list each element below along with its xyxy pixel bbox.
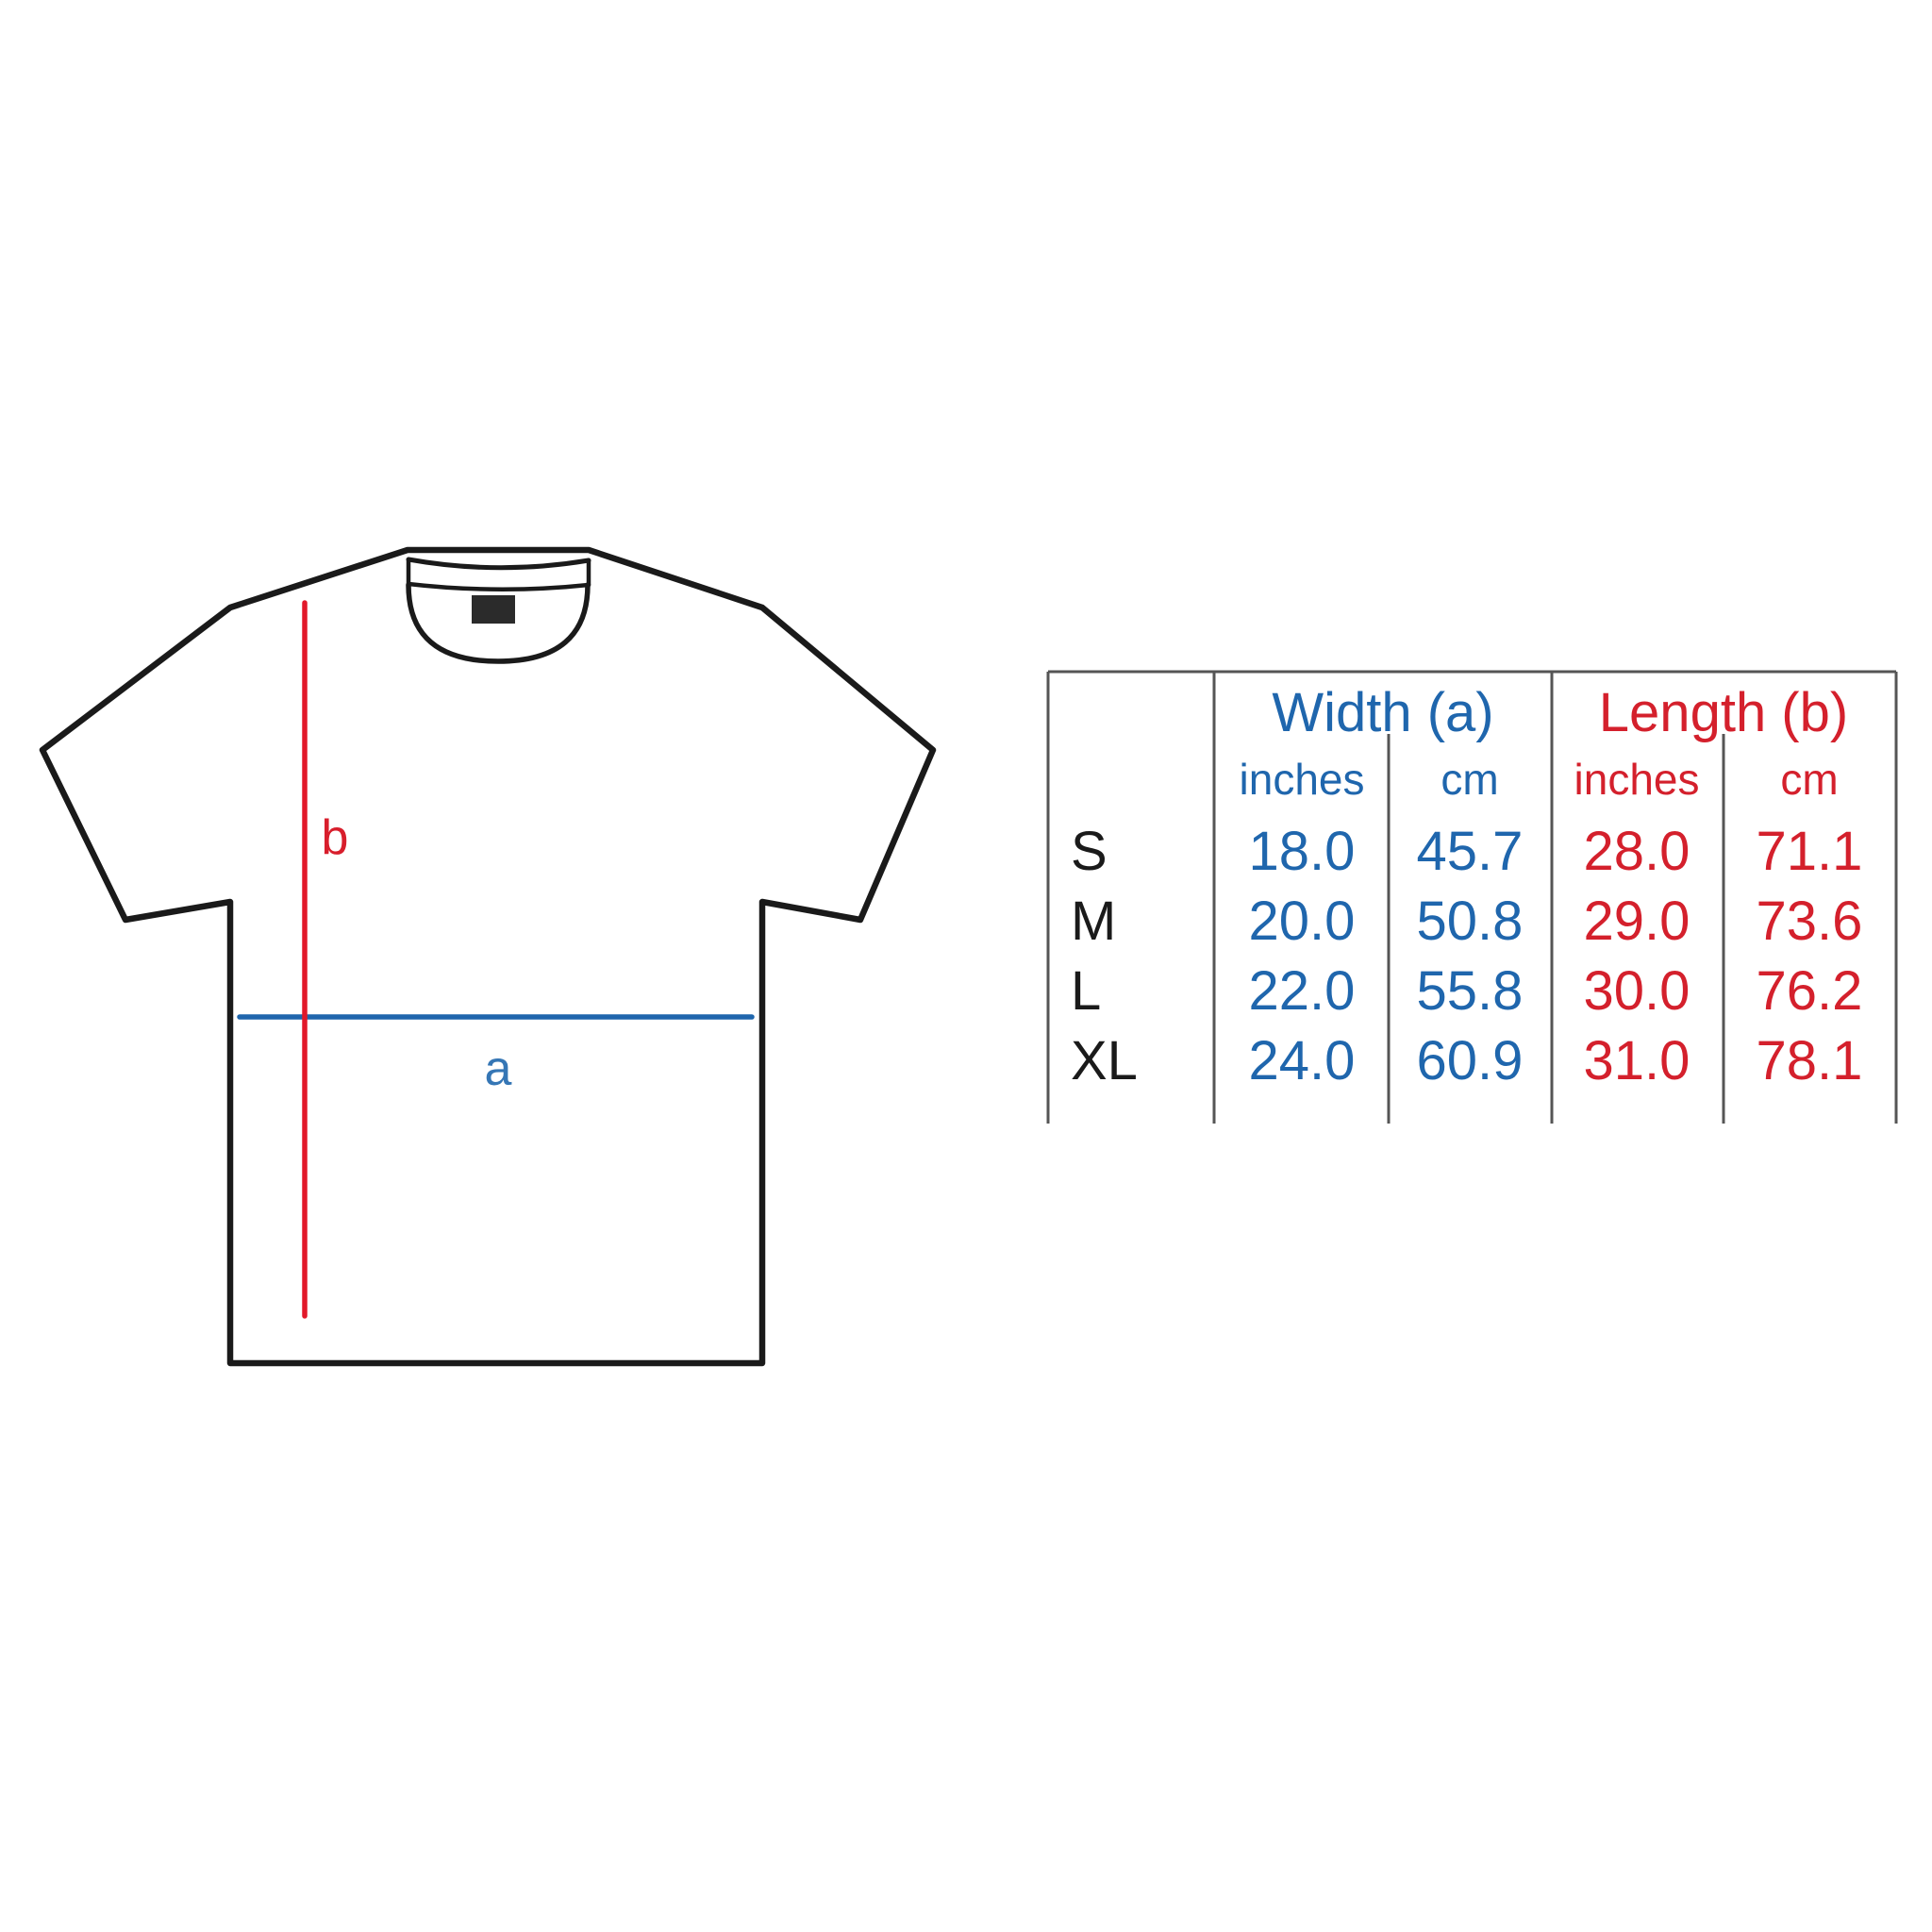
svg-text:cm: cm: [1441, 755, 1498, 804]
svg-text:XL: XL: [1071, 1030, 1138, 1091]
svg-text:L: L: [1071, 960, 1101, 1022]
svg-text:45.7: 45.7: [1417, 821, 1524, 882]
svg-text:inches: inches: [1240, 755, 1365, 804]
svg-text:60.9: 60.9: [1417, 1030, 1524, 1091]
svg-text:Length (b): Length (b): [1599, 682, 1848, 743]
svg-text:76.2: 76.2: [1757, 960, 1863, 1022]
svg-text:50.8: 50.8: [1417, 891, 1524, 952]
svg-text:20.0: 20.0: [1249, 891, 1356, 952]
svg-text:31.0: 31.0: [1584, 1030, 1690, 1091]
svg-text:30.0: 30.0: [1584, 960, 1690, 1022]
svg-text:22.0: 22.0: [1249, 960, 1356, 1022]
svg-text:18.0: 18.0: [1249, 821, 1356, 882]
svg-text:b: b: [322, 810, 349, 865]
svg-text:cm: cm: [1780, 755, 1838, 804]
svg-text:29.0: 29.0: [1584, 891, 1690, 952]
svg-text:71.1: 71.1: [1757, 821, 1863, 882]
svg-text:24.0: 24.0: [1249, 1030, 1356, 1091]
svg-text:Width (a): Width (a): [1272, 682, 1493, 743]
svg-text:a: a: [485, 1041, 512, 1096]
svg-text:55.8: 55.8: [1417, 960, 1524, 1022]
svg-text:78.1: 78.1: [1757, 1030, 1863, 1091]
svg-text:inches: inches: [1574, 755, 1700, 804]
svg-text:M: M: [1071, 891, 1116, 952]
svg-text:73.6: 73.6: [1757, 891, 1863, 952]
svg-text:28.0: 28.0: [1584, 821, 1690, 882]
svg-text:S: S: [1071, 821, 1108, 882]
